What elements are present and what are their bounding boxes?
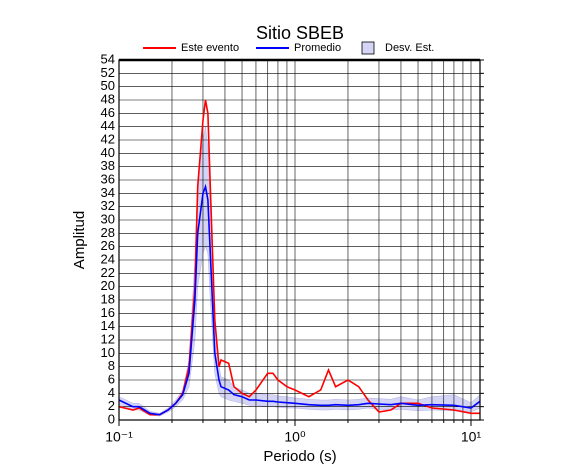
- y-tick-label: 54: [101, 51, 115, 66]
- legend-label: Promedio: [294, 42, 341, 54]
- y-axis-label: Amplitud: [71, 211, 88, 269]
- y-tick-label: 32: [101, 198, 115, 213]
- x-tick-label: 10¹: [461, 429, 482, 445]
- y-tick-label: 46: [101, 105, 115, 120]
- y-tick-label: 22: [101, 265, 115, 280]
- y-tick-label: 14: [101, 318, 115, 333]
- y-tick-label: 24: [101, 251, 115, 266]
- y-tick-label: 30: [101, 211, 115, 226]
- y-tick-label: 42: [101, 131, 115, 146]
- y-tick-label: 10: [101, 345, 115, 360]
- y-tick-label: 6: [108, 371, 115, 386]
- plot-frame: [118, 59, 481, 421]
- y-tick-label: 26: [101, 238, 115, 253]
- x-axis-label: Periodo (s): [263, 448, 336, 465]
- y-tick-label: 8: [108, 358, 115, 373]
- series-line: [118, 99, 480, 416]
- y-tick-label: 20: [101, 278, 115, 293]
- y-tick-label: 40: [101, 145, 115, 160]
- y-tick-label: 52: [101, 65, 115, 80]
- y-tick-label: 34: [101, 185, 115, 200]
- y-tick-label: 12: [101, 331, 115, 346]
- y-tick-label: 50: [101, 78, 115, 93]
- x-tick-label: 10⁰: [284, 429, 306, 445]
- x-tick-label: 10⁻¹: [105, 429, 133, 445]
- y-tick-label: 16: [101, 305, 115, 320]
- y-tick-label: 38: [101, 158, 115, 173]
- std-band: [118, 126, 481, 417]
- legend-swatch: [361, 41, 375, 55]
- y-tick-label: 48: [101, 91, 115, 106]
- y-tick-label: 44: [101, 118, 115, 133]
- y-tick-label: 4: [108, 385, 115, 400]
- chart-title: Sitio SBEB: [256, 23, 344, 43]
- legend-label: Desv. Est.: [385, 42, 434, 54]
- y-tick-label: 2: [108, 398, 115, 413]
- series-line: [118, 183, 481, 416]
- y-tick-label: 36: [101, 171, 115, 186]
- y-tick-label: 0: [108, 411, 115, 426]
- y-tick-label: 18: [101, 291, 115, 306]
- y-tick-label: 28: [101, 225, 115, 240]
- legend-label: Este evento: [181, 42, 239, 54]
